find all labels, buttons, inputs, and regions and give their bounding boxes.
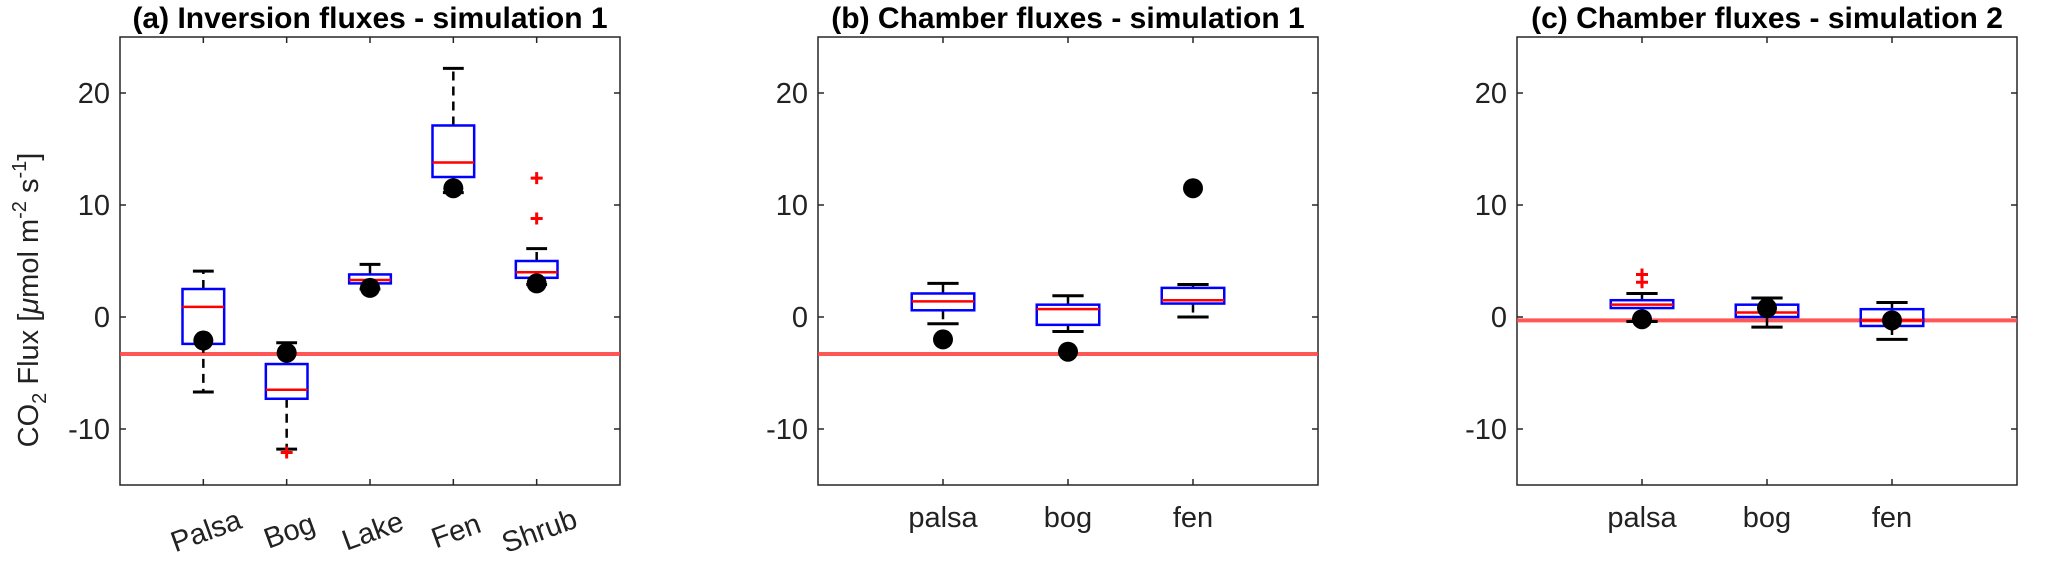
panel-b: (b) Chamber fluxes - simulation 1 -10 0 10… <box>766 2 1319 534</box>
y-tick-label: 10 <box>78 190 110 222</box>
observation-marker <box>1183 178 1203 199</box>
observation-marker <box>276 342 297 363</box>
x-tick-label: Palsa <box>167 504 247 559</box>
axes-frame <box>1516 36 2018 486</box>
y-tick-label: -10 <box>68 414 110 446</box>
observation-marker <box>443 178 464 199</box>
y-label-sup-s1: -1 <box>9 161 31 179</box>
x-tick-label: Bog <box>260 508 319 556</box>
x-tick-label: Shrub <box>498 503 582 560</box>
panel-c-title: (c) Chamber fluxes - simulation 2 <box>1531 2 2003 35</box>
y-tick-label: 20 <box>776 78 808 110</box>
observation-marker <box>360 277 380 298</box>
x-tick-label: fen <box>1872 502 1912 534</box>
x-tick-label: Fen <box>427 508 485 555</box>
y-label-mid: Flux [ <box>13 314 45 393</box>
y-tick-label: 20 <box>78 78 110 110</box>
observation-marker <box>1058 341 1078 362</box>
y-label-close: ] <box>13 153 45 161</box>
panel-c-marks: -10 0 10 20 palsa bog fen <box>1465 36 2018 534</box>
axes-frame <box>817 36 1319 486</box>
observation-marker <box>1882 310 1902 331</box>
outlier-marker <box>530 172 543 185</box>
observation-marker <box>1632 309 1652 330</box>
box <box>1160 286 1226 305</box>
y-label-sub-2: 2 <box>29 393 51 404</box>
x-tick-label: fen <box>1173 502 1213 534</box>
x-tick-label: palsa <box>1607 502 1677 534</box>
outlier-marker <box>280 446 293 459</box>
box <box>431 124 476 179</box>
y-label-sup-m2: -2 <box>9 201 31 219</box>
y-label-mu: μ <box>13 298 45 315</box>
observation-marker <box>1757 298 1777 319</box>
y-tick-label: 20 <box>1475 78 1507 110</box>
y-tick-label: -10 <box>1465 414 1507 446</box>
y-tick-label: 0 <box>94 302 110 334</box>
x-tick-label: bog <box>1743 502 1791 534</box>
y-tick-label: -10 <box>766 414 808 446</box>
x-tick-label: palsa <box>908 502 978 534</box>
y-axis-label: CO2 Flux [μmol m-2 s-1] <box>9 153 51 448</box>
y-label-prefix: CO <box>13 404 45 448</box>
x-tick-label: Lake <box>338 506 408 558</box>
observation-marker <box>933 329 953 350</box>
outlier-marker <box>530 212 543 225</box>
y-tick-label: 10 <box>776 190 808 222</box>
panel-a-marks: -10 0 10 20 Palsa Bog Lake Fen Shrub <box>68 36 621 560</box>
outlier-marker <box>1636 268 1648 281</box>
x-tick-label: bog <box>1044 502 1092 534</box>
y-tick-label: 0 <box>792 302 808 334</box>
panel-b-title: (b) Chamber fluxes - simulation 1 <box>831 2 1304 35</box>
panel-a-title: (a) Inversion fluxes - simulation 1 <box>132 2 607 35</box>
y-tick-label: 10 <box>1475 190 1507 222</box>
y-label-unit-b: s <box>13 179 45 202</box>
observation-marker <box>193 330 214 351</box>
box <box>1035 303 1101 327</box>
panel-c: (c) Chamber fluxes - simulation 2 -10 0 10… <box>1465 2 2018 534</box>
box <box>264 362 309 401</box>
observation-marker <box>526 273 547 294</box>
y-tick-label: 0 <box>1491 302 1507 334</box>
panel-a: (a) Inversion fluxes - simulation 1 -10 0… <box>68 2 621 560</box>
panel-b-marks: -10 0 10 20 palsa bog fen <box>766 36 1319 534</box>
y-label-unit-a: mol m <box>13 219 45 298</box>
